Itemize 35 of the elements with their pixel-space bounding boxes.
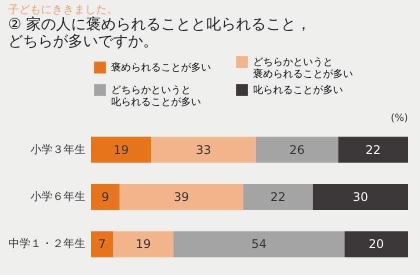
data-label: 7 <box>98 237 106 252</box>
data-label: 22 <box>365 142 381 157</box>
text: ② 家の人に褒められることと叱られること， <box>8 15 312 33</box>
chart-subtitle: 子どもにききました。 <box>8 3 118 16</box>
text: (%) <box>390 113 408 124</box>
y-tick-label: 中学１・２年生 <box>8 237 86 250</box>
bar <box>113 231 174 258</box>
data-label: 39 <box>174 190 189 204</box>
data-label: 54 <box>251 237 267 252</box>
bar <box>120 184 244 210</box>
chart-title: どちらが多いですか。 <box>8 32 158 50</box>
data-label: 26 <box>289 142 305 157</box>
legend-label: どちらかというと叱られることが多い <box>111 85 201 108</box>
y-tick-label: 小学６年生 <box>30 190 86 203</box>
bar <box>91 136 152 163</box>
bar <box>312 184 408 210</box>
bar <box>91 231 114 258</box>
legend-label: 褒められることが多い <box>111 62 211 74</box>
bar <box>243 184 313 210</box>
bar <box>91 184 120 210</box>
data-label: 19 <box>136 237 151 252</box>
legend-label: どちらかというと褒められることが多い <box>253 57 353 80</box>
data-label: 22 <box>270 190 286 204</box>
legend-label: 叱られることが多い <box>253 84 343 96</box>
bar <box>256 136 338 163</box>
bar <box>151 136 256 163</box>
data-label: 20 <box>368 237 384 252</box>
data-label: 9 <box>101 190 110 204</box>
y-tick-label: 小学３年生 <box>30 142 86 156</box>
data-label: 30 <box>352 190 368 204</box>
bar <box>173 231 345 258</box>
bar <box>338 136 408 163</box>
data-label: 33 <box>196 142 212 157</box>
data-label: 19 <box>113 142 129 157</box>
bar <box>344 231 408 258</box>
